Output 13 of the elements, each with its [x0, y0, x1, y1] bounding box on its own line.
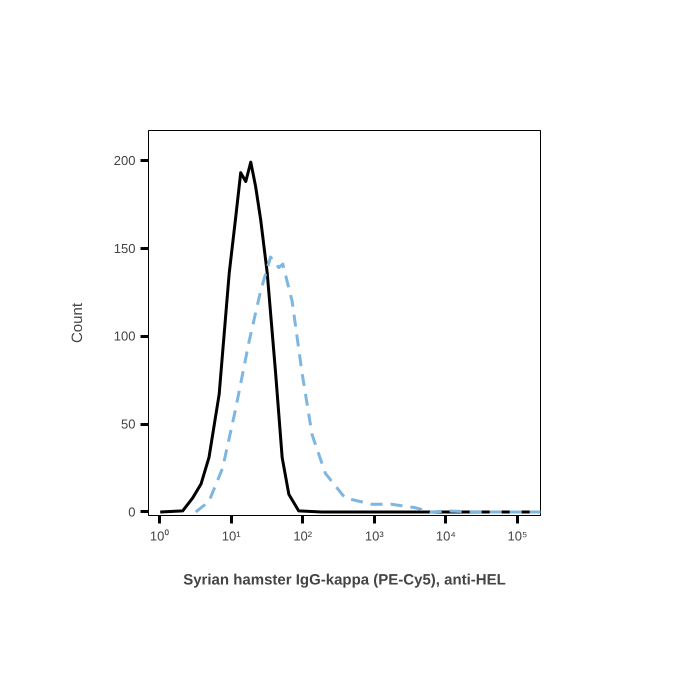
y-tick-label: 0	[128, 504, 136, 520]
y-tick-label: 150	[114, 240, 136, 256]
y-tick-label: 50	[121, 416, 136, 432]
x-tick-label: 10³	[364, 528, 384, 544]
x-tick-label: 10¹	[222, 528, 242, 544]
y-tick-label: 200	[114, 152, 136, 168]
x-axis-title: Syrian hamster IgG-kappa (PE-Cy5), anti-HEL	[183, 572, 506, 588]
x-tick-label: 10⁰	[150, 528, 170, 544]
x-tick-label: 10²	[293, 528, 313, 544]
x-tick-label: 10⁵	[508, 528, 528, 544]
x-tick-label: 10⁴	[436, 528, 456, 544]
y-tick-label: 100	[114, 328, 136, 344]
y-axis-title: Count	[68, 302, 86, 344]
